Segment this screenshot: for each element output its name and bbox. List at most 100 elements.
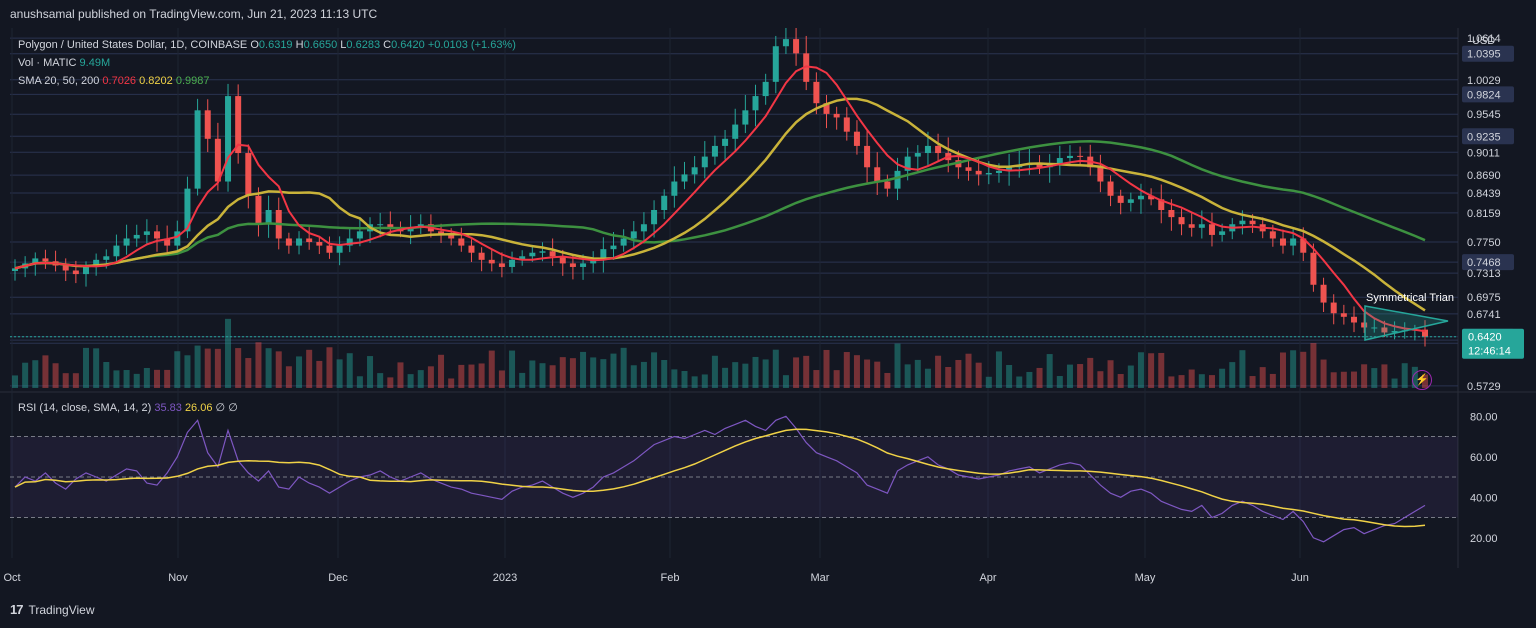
volume-bar [103,361,110,388]
candle-body [1036,163,1043,168]
candle-body [438,231,445,235]
volume-bar [722,367,729,388]
candle-body [559,256,566,264]
volume-bar [1077,364,1084,388]
candle-body [1006,167,1013,171]
rsi-sma-line [14,428,1426,528]
candle-body [1117,195,1124,203]
time-tick-label: Nov [168,572,188,584]
candle-body [407,227,414,232]
candle-body [924,145,931,154]
volume-bar [1168,376,1175,388]
volume-bar [52,363,59,388]
price-tick-label: 1.0395 [1467,49,1501,61]
candle-body [630,231,637,239]
volume-bar [387,377,394,388]
volume-bar [843,352,850,388]
volume-bar [1340,371,1347,388]
last-price-label: 0.6420 [1468,332,1502,344]
candle-body [1198,224,1205,228]
volume-bar [245,358,252,388]
volume-bar [701,374,708,388]
open-value: 0.6319 [258,39,293,51]
volume-bar [1006,365,1013,388]
volume-bar [255,342,262,388]
volume-bar [1016,376,1023,388]
volume-bar [478,363,485,388]
volume-bar [1127,365,1134,388]
tradingview-logo-icon: 17 [10,602,24,617]
candle-body [204,110,211,139]
candle-body [539,251,546,253]
chart-canvas[interactable]: 1.0614 1.0395 1.0029 0.9824 0.9545 0.9235 0.90… [0,28,1536,594]
volume-bar [417,370,424,388]
volume-bar [590,357,597,388]
sma200-value: 0.9987 [175,75,210,87]
candle-body [833,113,840,118]
sma-label[interactable]: SMA 20, 50, 200 [18,75,100,87]
candle-body [316,242,323,246]
volume-bar [529,360,536,388]
volume-bar [914,359,921,388]
close-label: C [383,39,392,51]
candle-body [569,263,576,267]
candle-body [580,263,587,267]
candle-body [326,245,333,253]
candle-body [671,181,678,196]
volume-bar [853,355,860,388]
rsi-tick-label: 40.00 [1470,492,1498,504]
publish-info: anushsamal published on TradingView.com,… [10,7,378,21]
candle-body [1371,327,1378,329]
volume-bar [1239,350,1246,388]
volume-bar [1117,374,1124,388]
candle-body [1219,231,1226,235]
symbol-title[interactable]: Polygon / United States Dollar, 1D, COIN… [18,39,248,51]
candle-body [1340,313,1347,317]
candle-body [1330,302,1337,314]
candle-body [1350,316,1357,323]
price-tick-label: 0.7313 [1467,268,1501,280]
candle-body [519,256,526,260]
volume-bar [1087,357,1094,388]
volume-bar [1320,359,1327,388]
volume-bar [681,370,688,388]
time-tick-label: Mar [811,572,830,584]
time-tick-label: Apr [979,572,996,584]
rsi-tick-label: 20.00 [1470,533,1498,545]
volume-bar [661,359,668,388]
volume-bar [346,353,353,388]
candle-body [1077,155,1084,157]
volume-bar [1391,378,1398,388]
volume-bar [1107,360,1114,388]
sma20-line [14,65,1426,333]
candle-body [529,252,536,257]
volume-bar [458,364,465,388]
candle-body [164,238,171,246]
tradingview-footer[interactable]: 17 TradingView [10,602,95,617]
volume-bar [22,362,29,388]
candle-body [356,231,363,239]
candle-body [843,117,850,132]
volume-bar [1330,372,1337,388]
volume-bar [1350,371,1357,388]
volume-value: 9.49M [79,57,111,69]
candle-body [1391,331,1398,333]
rsi-label[interactable]: RSI (14, close, SMA, 14, 2) [18,402,152,414]
volume-bar [498,370,505,388]
volume-bar [143,367,150,388]
volume-bar [965,353,972,388]
candle-body [1148,195,1155,200]
candle-body [346,238,353,246]
candle-body [853,131,860,146]
candle-body [225,96,232,182]
candle-body [1320,284,1327,303]
volume-row: Vol · MATIC 9.49M [18,54,516,72]
volume-label[interactable]: Vol · MATIC [18,57,77,69]
volume-bar [975,362,982,388]
volume-bar [42,355,49,388]
volume-bar [83,347,90,388]
candle-body [1127,199,1134,203]
volume-bar [711,355,718,388]
price-tick-label: 0.6975 [1467,292,1501,304]
flash-icon[interactable]: ⚡ [1412,370,1432,390]
